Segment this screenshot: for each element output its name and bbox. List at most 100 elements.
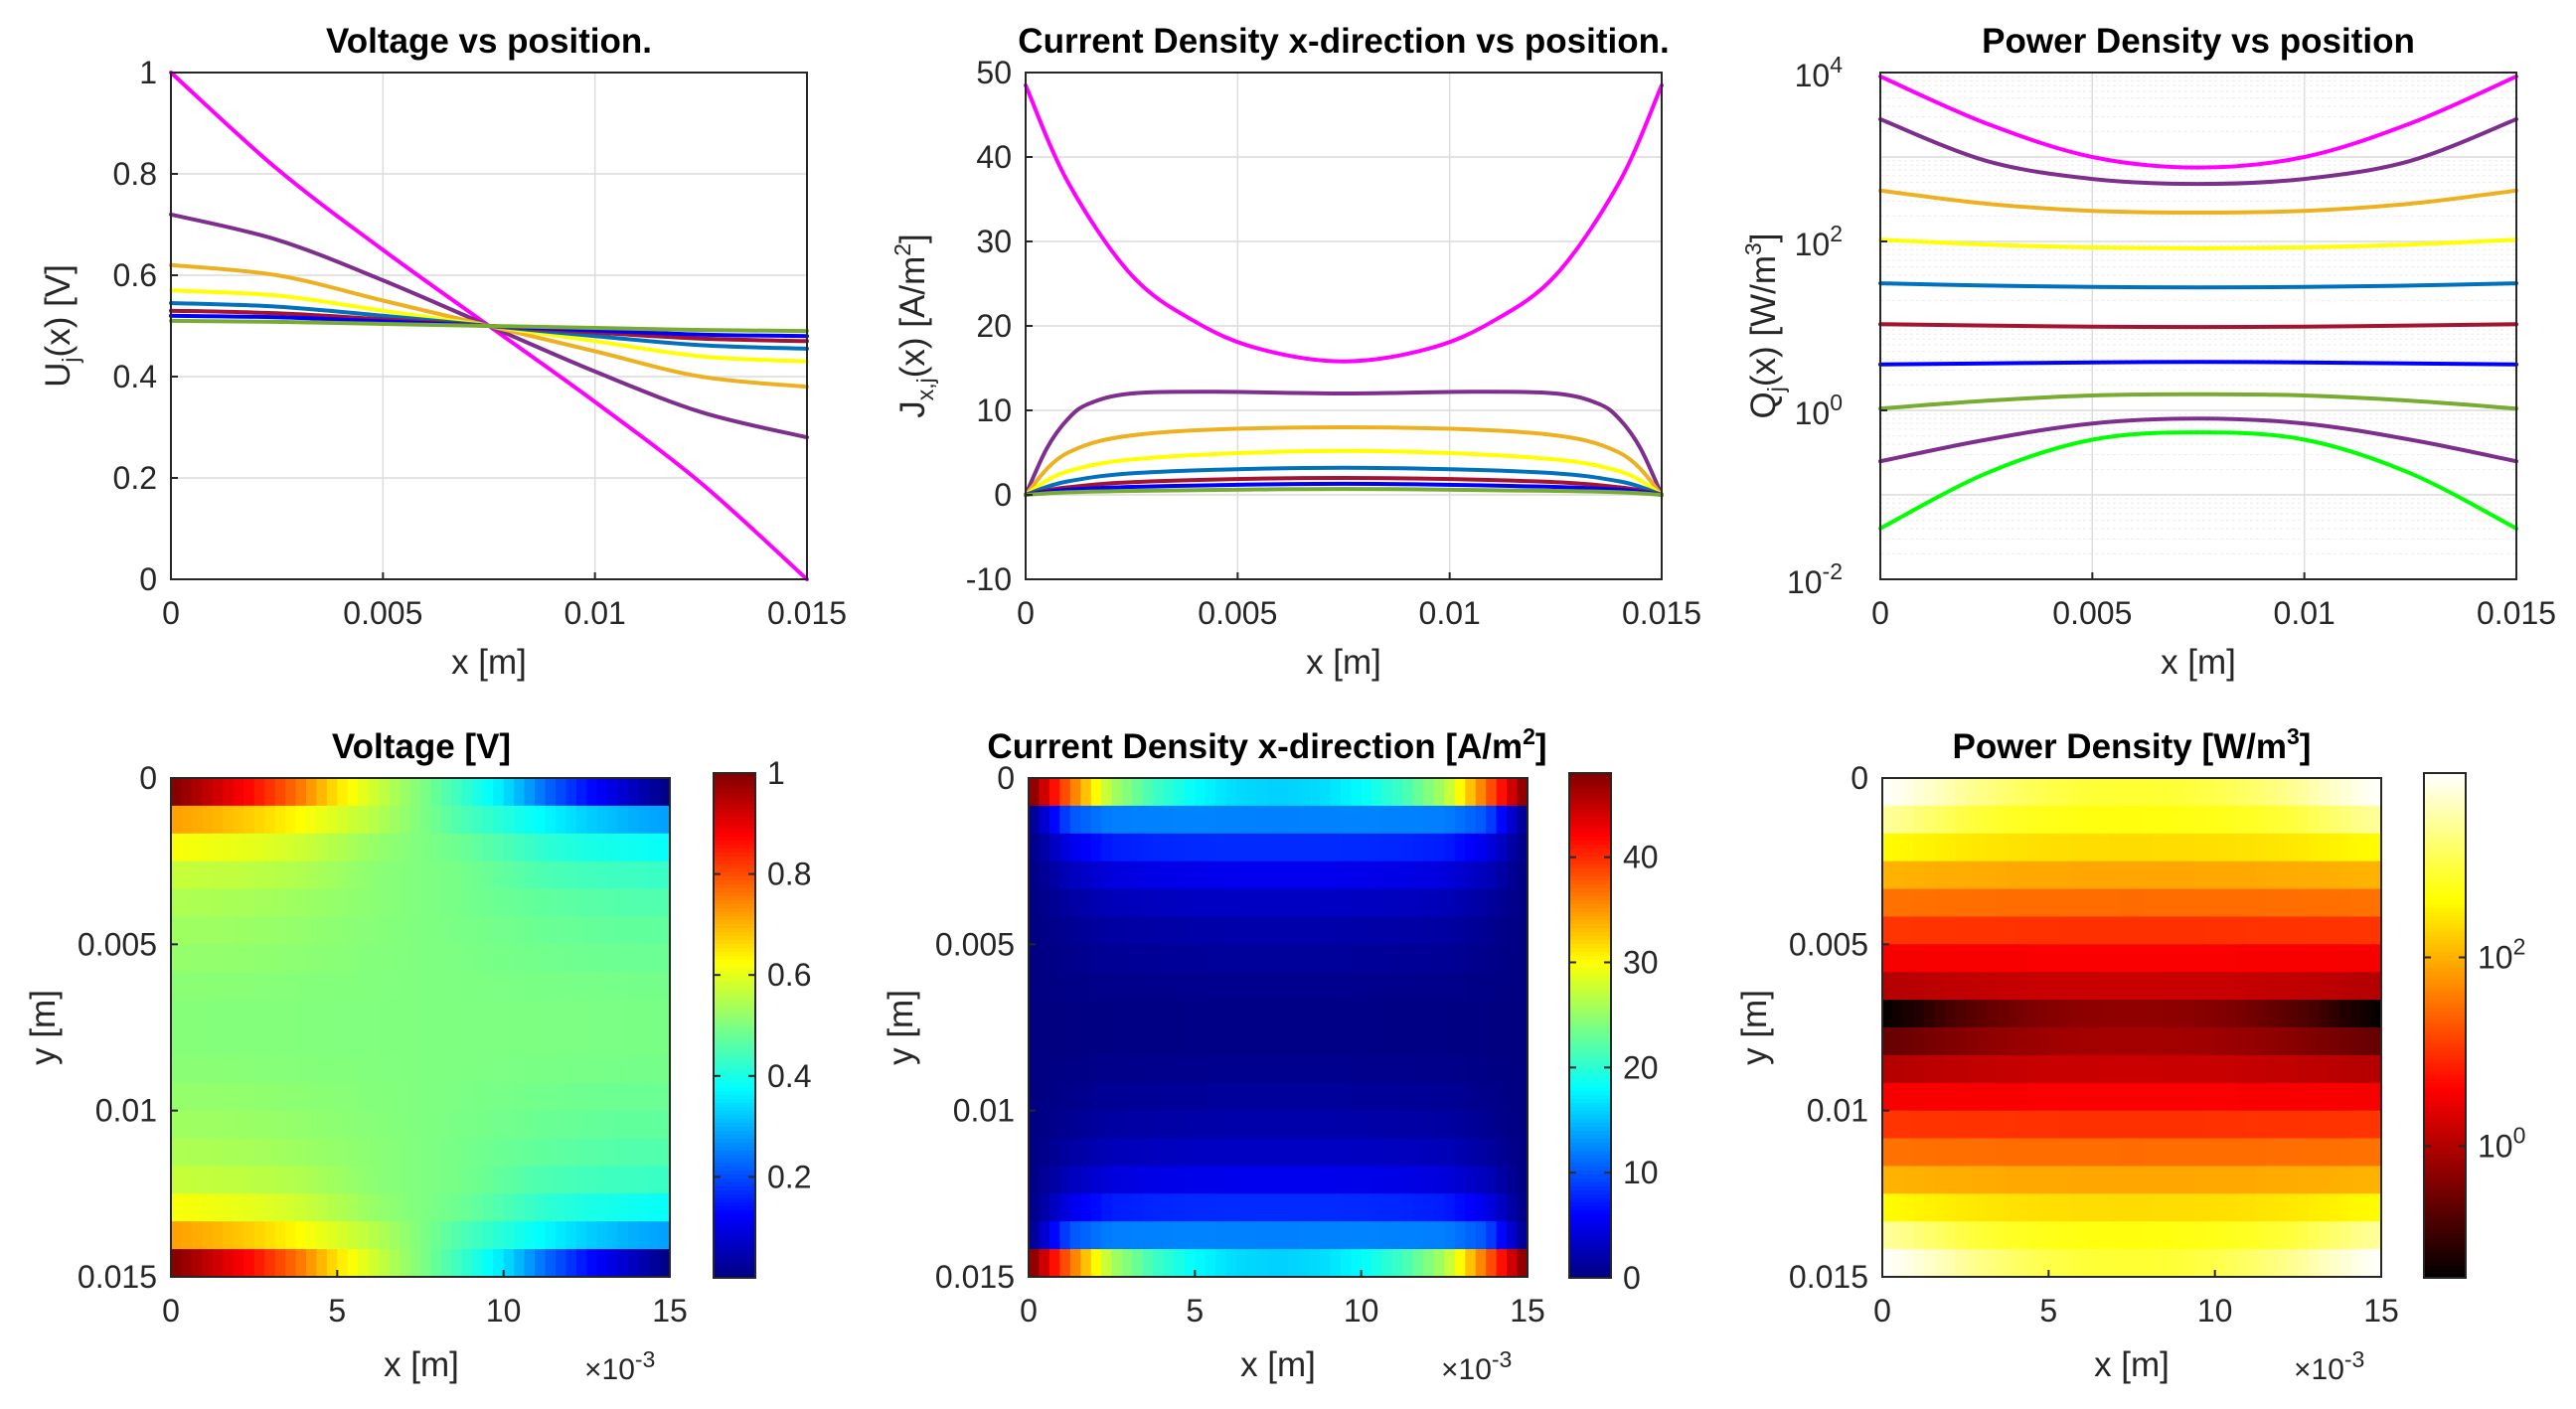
heatmap-cell xyxy=(628,888,640,918)
heatmap-cell xyxy=(1507,888,1519,918)
heatmap-cell xyxy=(503,805,515,835)
heatmap-cell xyxy=(2256,833,2268,862)
heatmap-cell xyxy=(1902,1193,1914,1222)
heatmap-cell xyxy=(2058,944,2070,973)
heatmap-cell xyxy=(1090,1166,1102,1194)
heatmap-cell xyxy=(2163,1166,2174,1194)
colorbar-step xyxy=(1569,781,1611,786)
heatmap-cell xyxy=(2266,1054,2279,1084)
heatmap-cell xyxy=(2152,833,2164,862)
heatmap-cell xyxy=(2204,1138,2216,1168)
colorbar-step xyxy=(714,1206,755,1211)
heatmap-cell xyxy=(1153,1000,1165,1028)
heatmap-cell xyxy=(2349,944,2361,973)
heatmap-cell xyxy=(1340,1054,1352,1084)
colorbar-step xyxy=(714,1095,755,1100)
heatmap-cell xyxy=(1361,972,1372,1001)
heatmap-cell xyxy=(1236,1138,1248,1168)
colorbar-tick-label: 100 xyxy=(2478,1122,2525,1164)
heatmap-cell xyxy=(2007,1082,2018,1112)
heatmap-cell xyxy=(1048,861,1060,890)
heatmap-cell xyxy=(1048,805,1060,835)
heatmap-cell xyxy=(243,1082,255,1112)
heatmap-cell xyxy=(2142,778,2154,807)
heatmap-cell xyxy=(596,1027,608,1056)
heatmap-cell xyxy=(1215,1027,1227,1056)
heatmap-cell xyxy=(2308,778,2320,807)
heatmap-cell xyxy=(400,916,411,945)
colorbar-step xyxy=(1569,1103,1611,1108)
heatmap-cell xyxy=(1246,1110,1258,1140)
heatmap-cell xyxy=(1934,1138,1946,1168)
heatmap-cell xyxy=(305,1249,318,1278)
heatmap-cell xyxy=(389,1193,401,1222)
heatmap-cell xyxy=(1163,972,1176,1001)
heatmap-cell xyxy=(409,1082,421,1112)
heatmap-cell xyxy=(2111,1110,2123,1140)
heatmap-cell xyxy=(1257,1166,1269,1194)
heatmap-cell xyxy=(326,888,338,918)
heatmap-cell xyxy=(565,1110,577,1140)
heatmap-cell xyxy=(1309,1082,1321,1112)
heatmap-cell xyxy=(1205,1110,1216,1140)
heatmap-cell xyxy=(1913,1221,1925,1250)
colorbar-step xyxy=(1569,841,1611,846)
heatmap-cell xyxy=(1143,833,1155,862)
heatmap-cell xyxy=(2204,1054,2216,1084)
heatmap-cell xyxy=(2152,805,2164,835)
colorbar-step xyxy=(714,952,755,957)
heatmap-cell xyxy=(545,1110,557,1140)
heatmap-cell xyxy=(1080,1027,1092,1056)
series-lines xyxy=(1024,82,1664,497)
heatmap-cell xyxy=(212,1000,224,1028)
heatmap-cell xyxy=(1965,861,1977,890)
heatmap-cell xyxy=(305,1110,318,1140)
heatmap-cell xyxy=(1475,916,1487,945)
heatmap-cell xyxy=(1392,833,1404,862)
heatmap-cell xyxy=(305,1221,318,1250)
heatmap-cell xyxy=(409,972,421,1001)
x-ticks: 0 0.005 0.01 0.015 xyxy=(1017,572,1701,631)
colorbar-step xyxy=(714,944,755,949)
heatmap-cell xyxy=(1101,1138,1113,1168)
heatmap-cell xyxy=(1111,1249,1123,1278)
heatmap-cell xyxy=(607,805,619,835)
heatmap-cell xyxy=(628,805,640,835)
heatmap-cell xyxy=(472,1027,484,1056)
colorbar-step xyxy=(714,1055,755,1060)
heatmap-cell xyxy=(1029,1054,1041,1084)
heatmap-cell xyxy=(575,1054,587,1084)
heatmap-cell xyxy=(2246,1110,2258,1140)
heatmap-cell xyxy=(1132,944,1144,973)
heatmap-cell xyxy=(1069,833,1081,862)
heatmap-cell xyxy=(2319,861,2331,890)
heatmap-cell xyxy=(1153,1193,1165,1222)
heatmap-cell xyxy=(1246,1054,1258,1084)
y-tick-label: 0.005 xyxy=(935,926,1015,962)
heatmap-cell xyxy=(274,833,286,862)
heatmap-cell xyxy=(316,1082,328,1112)
heatmap-cell xyxy=(2298,1110,2310,1140)
heatmap-cell xyxy=(1976,1110,1988,1140)
heatmap-cell xyxy=(2142,1027,2154,1056)
heatmap-cell xyxy=(1371,1027,1383,1056)
heatmap-cell xyxy=(1090,1082,1102,1112)
heatmap-cell xyxy=(1381,805,1393,835)
heatmap-cell xyxy=(430,833,442,862)
heatmap-cell xyxy=(2339,1082,2351,1112)
heatmap-cell xyxy=(2329,861,2340,890)
heatmap-cell xyxy=(2111,888,2123,918)
heatmap-cell xyxy=(2308,1110,2320,1140)
heatmap-cell xyxy=(628,1110,640,1140)
heatmap-cell xyxy=(2214,972,2226,1001)
heatmap-cell xyxy=(2037,1138,2049,1168)
heatmap-cell xyxy=(1225,861,1237,890)
heatmap-cell xyxy=(1412,778,1425,807)
heatmap-cell xyxy=(1298,833,1310,862)
heatmap-cell xyxy=(1153,972,1165,1001)
heatmap-cell xyxy=(202,1000,214,1028)
colorbar-step xyxy=(714,900,755,905)
heatmap-cell xyxy=(389,888,401,918)
heatmap-cell xyxy=(1923,1054,1935,1084)
heatmap-cell xyxy=(1882,888,1894,918)
